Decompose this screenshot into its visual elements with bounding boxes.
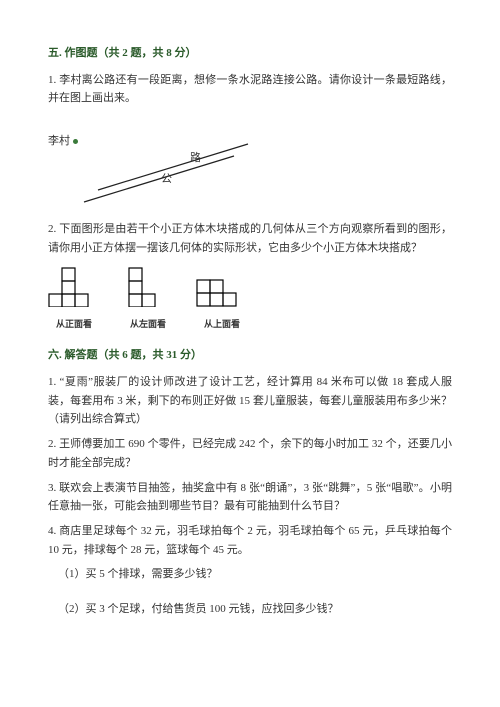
s6-q4-2: （2）买 3 个足球，付给售货员 100 元钱，应找回多少钱？ [58, 600, 452, 619]
road-char-gong: 公 [161, 173, 172, 185]
licun-dot-icon [73, 139, 78, 144]
front-view-svg [48, 267, 100, 307]
cube-view-left: 从左面看 [128, 267, 168, 332]
road-svg: 公 路 [48, 120, 288, 206]
road-char-lu: 路 [190, 151, 201, 164]
s5-q2: 2. 下面图形是由若干个小正方体木块搭成的几何体从三个方向观察所看到的图形，请你… [48, 220, 452, 257]
s5-q1: 1. 李村离公路还有一段距离，想修一条水泥路连接公路。请你设计一条最短路线，并在… [48, 71, 452, 108]
s6-q3: 3. 联欢会上表演节目抽签，抽奖盒中有 8 张“朗诵”，3 张“跳舞”，5 张“… [48, 479, 452, 516]
top-view-svg [196, 279, 248, 307]
licun-text: 李村 [48, 135, 70, 147]
s6-q1: 1. “夏雨”服装厂的设计师改进了设计工艺，经计算用 84 米布可以做 18 套… [48, 373, 452, 429]
s5-q1-diagram: 李村 公 路 [48, 120, 452, 206]
top-caption: 从上面看 [196, 317, 248, 332]
cube-view-front: 从正面看 [48, 267, 100, 332]
front-caption: 从正面看 [48, 317, 100, 332]
road-line-2 [84, 156, 234, 202]
licun-label: 李村 [48, 132, 78, 151]
left-view-svg [128, 267, 168, 307]
cube-view-top: 从上面看 [196, 279, 248, 332]
section-6-title: 六. 解答题（共 6 题，共 31 分） [48, 346, 452, 365]
left-caption: 从左面看 [128, 317, 168, 332]
road-line-1 [98, 144, 248, 190]
s6-q2: 2. 王师傅要加工 690 个零件，已经完成 242 个，余下的每小时加工 32… [48, 435, 452, 472]
section-5-title: 五. 作图题（共 2 题，共 8 分） [48, 44, 452, 63]
s6-q4: 4. 商店里足球每个 32 元，羽毛球拍每个 2 元，羽毛球拍每个 65 元，乒… [48, 522, 452, 559]
cube-views-row: 从正面看 从左面看 从上面看 [48, 267, 452, 332]
s6-q4-1: （1）买 5 个排球，需要多少钱？ [58, 565, 452, 584]
